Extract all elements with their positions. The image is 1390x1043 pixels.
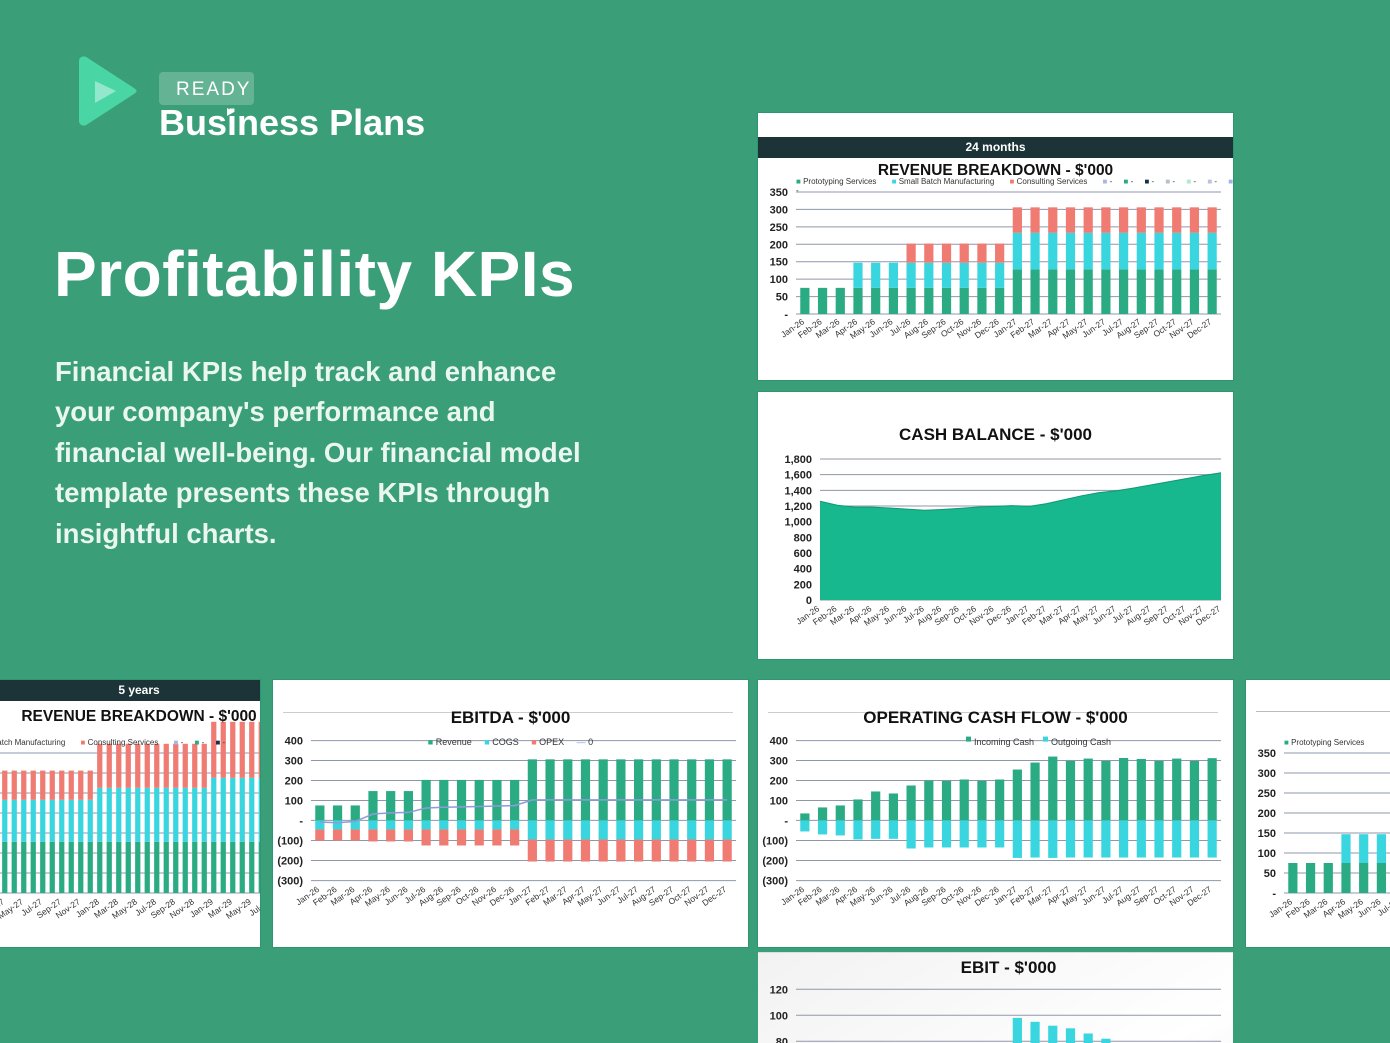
svg-text:50: 50 bbox=[1264, 868, 1276, 880]
svg-text:(200): (200) bbox=[277, 856, 303, 868]
svg-text:-: - bbox=[784, 309, 788, 321]
svg-text:Incoming Cash: Incoming Cash bbox=[974, 737, 1034, 747]
svg-text:100: 100 bbox=[285, 795, 303, 807]
svg-text:(100): (100) bbox=[762, 835, 788, 847]
svg-text:200: 200 bbox=[794, 579, 812, 591]
svg-text:Outgoing Cash: Outgoing Cash bbox=[1051, 737, 1111, 747]
svg-text:350: 350 bbox=[770, 187, 788, 199]
svg-text:(100): (100) bbox=[277, 835, 303, 847]
svg-text:300: 300 bbox=[285, 756, 303, 768]
svg-text:250: 250 bbox=[1258, 788, 1276, 800]
svg-text:600: 600 bbox=[794, 548, 812, 560]
svg-text:1,400: 1,400 bbox=[784, 485, 812, 497]
svg-text:150: 150 bbox=[770, 257, 788, 269]
svg-text:(300): (300) bbox=[277, 876, 303, 888]
svg-text:EBIT - $'000: EBIT - $'000 bbox=[961, 958, 1057, 977]
svg-text:300: 300 bbox=[1258, 768, 1276, 780]
svg-text:1,600: 1,600 bbox=[784, 470, 812, 482]
svg-text:250: 250 bbox=[770, 222, 788, 234]
svg-text:200: 200 bbox=[770, 776, 788, 788]
svg-text:80: 80 bbox=[776, 1036, 788, 1043]
svg-text:100: 100 bbox=[1258, 848, 1276, 860]
svg-text:100: 100 bbox=[770, 274, 788, 286]
svg-text:800: 800 bbox=[794, 532, 812, 544]
svg-text:100: 100 bbox=[770, 1010, 788, 1022]
svg-text:-: - bbox=[299, 815, 303, 827]
svg-text:120: 120 bbox=[770, 984, 788, 996]
svg-text:300: 300 bbox=[770, 204, 788, 216]
svg-text:(200): (200) bbox=[762, 856, 788, 868]
svg-text:50: 50 bbox=[776, 292, 788, 304]
svg-text:0: 0 bbox=[806, 595, 812, 607]
svg-text:1,000: 1,000 bbox=[784, 517, 812, 529]
svg-text:300: 300 bbox=[770, 756, 788, 768]
svg-text:400: 400 bbox=[794, 564, 812, 576]
svg-text:200: 200 bbox=[770, 239, 788, 251]
svg-text:200: 200 bbox=[285, 776, 303, 788]
svg-text:350: 350 bbox=[1258, 748, 1276, 760]
svg-text:200: 200 bbox=[1258, 808, 1276, 820]
svg-text:-: - bbox=[784, 815, 788, 827]
svg-text:(300): (300) bbox=[762, 876, 788, 888]
svg-text:100: 100 bbox=[770, 795, 788, 807]
svg-text:1,800: 1,800 bbox=[784, 454, 812, 466]
svg-text:400: 400 bbox=[770, 736, 788, 748]
svg-text:-: - bbox=[1272, 888, 1276, 900]
svg-text:1,200: 1,200 bbox=[784, 501, 812, 513]
svg-text:150: 150 bbox=[1258, 828, 1276, 840]
